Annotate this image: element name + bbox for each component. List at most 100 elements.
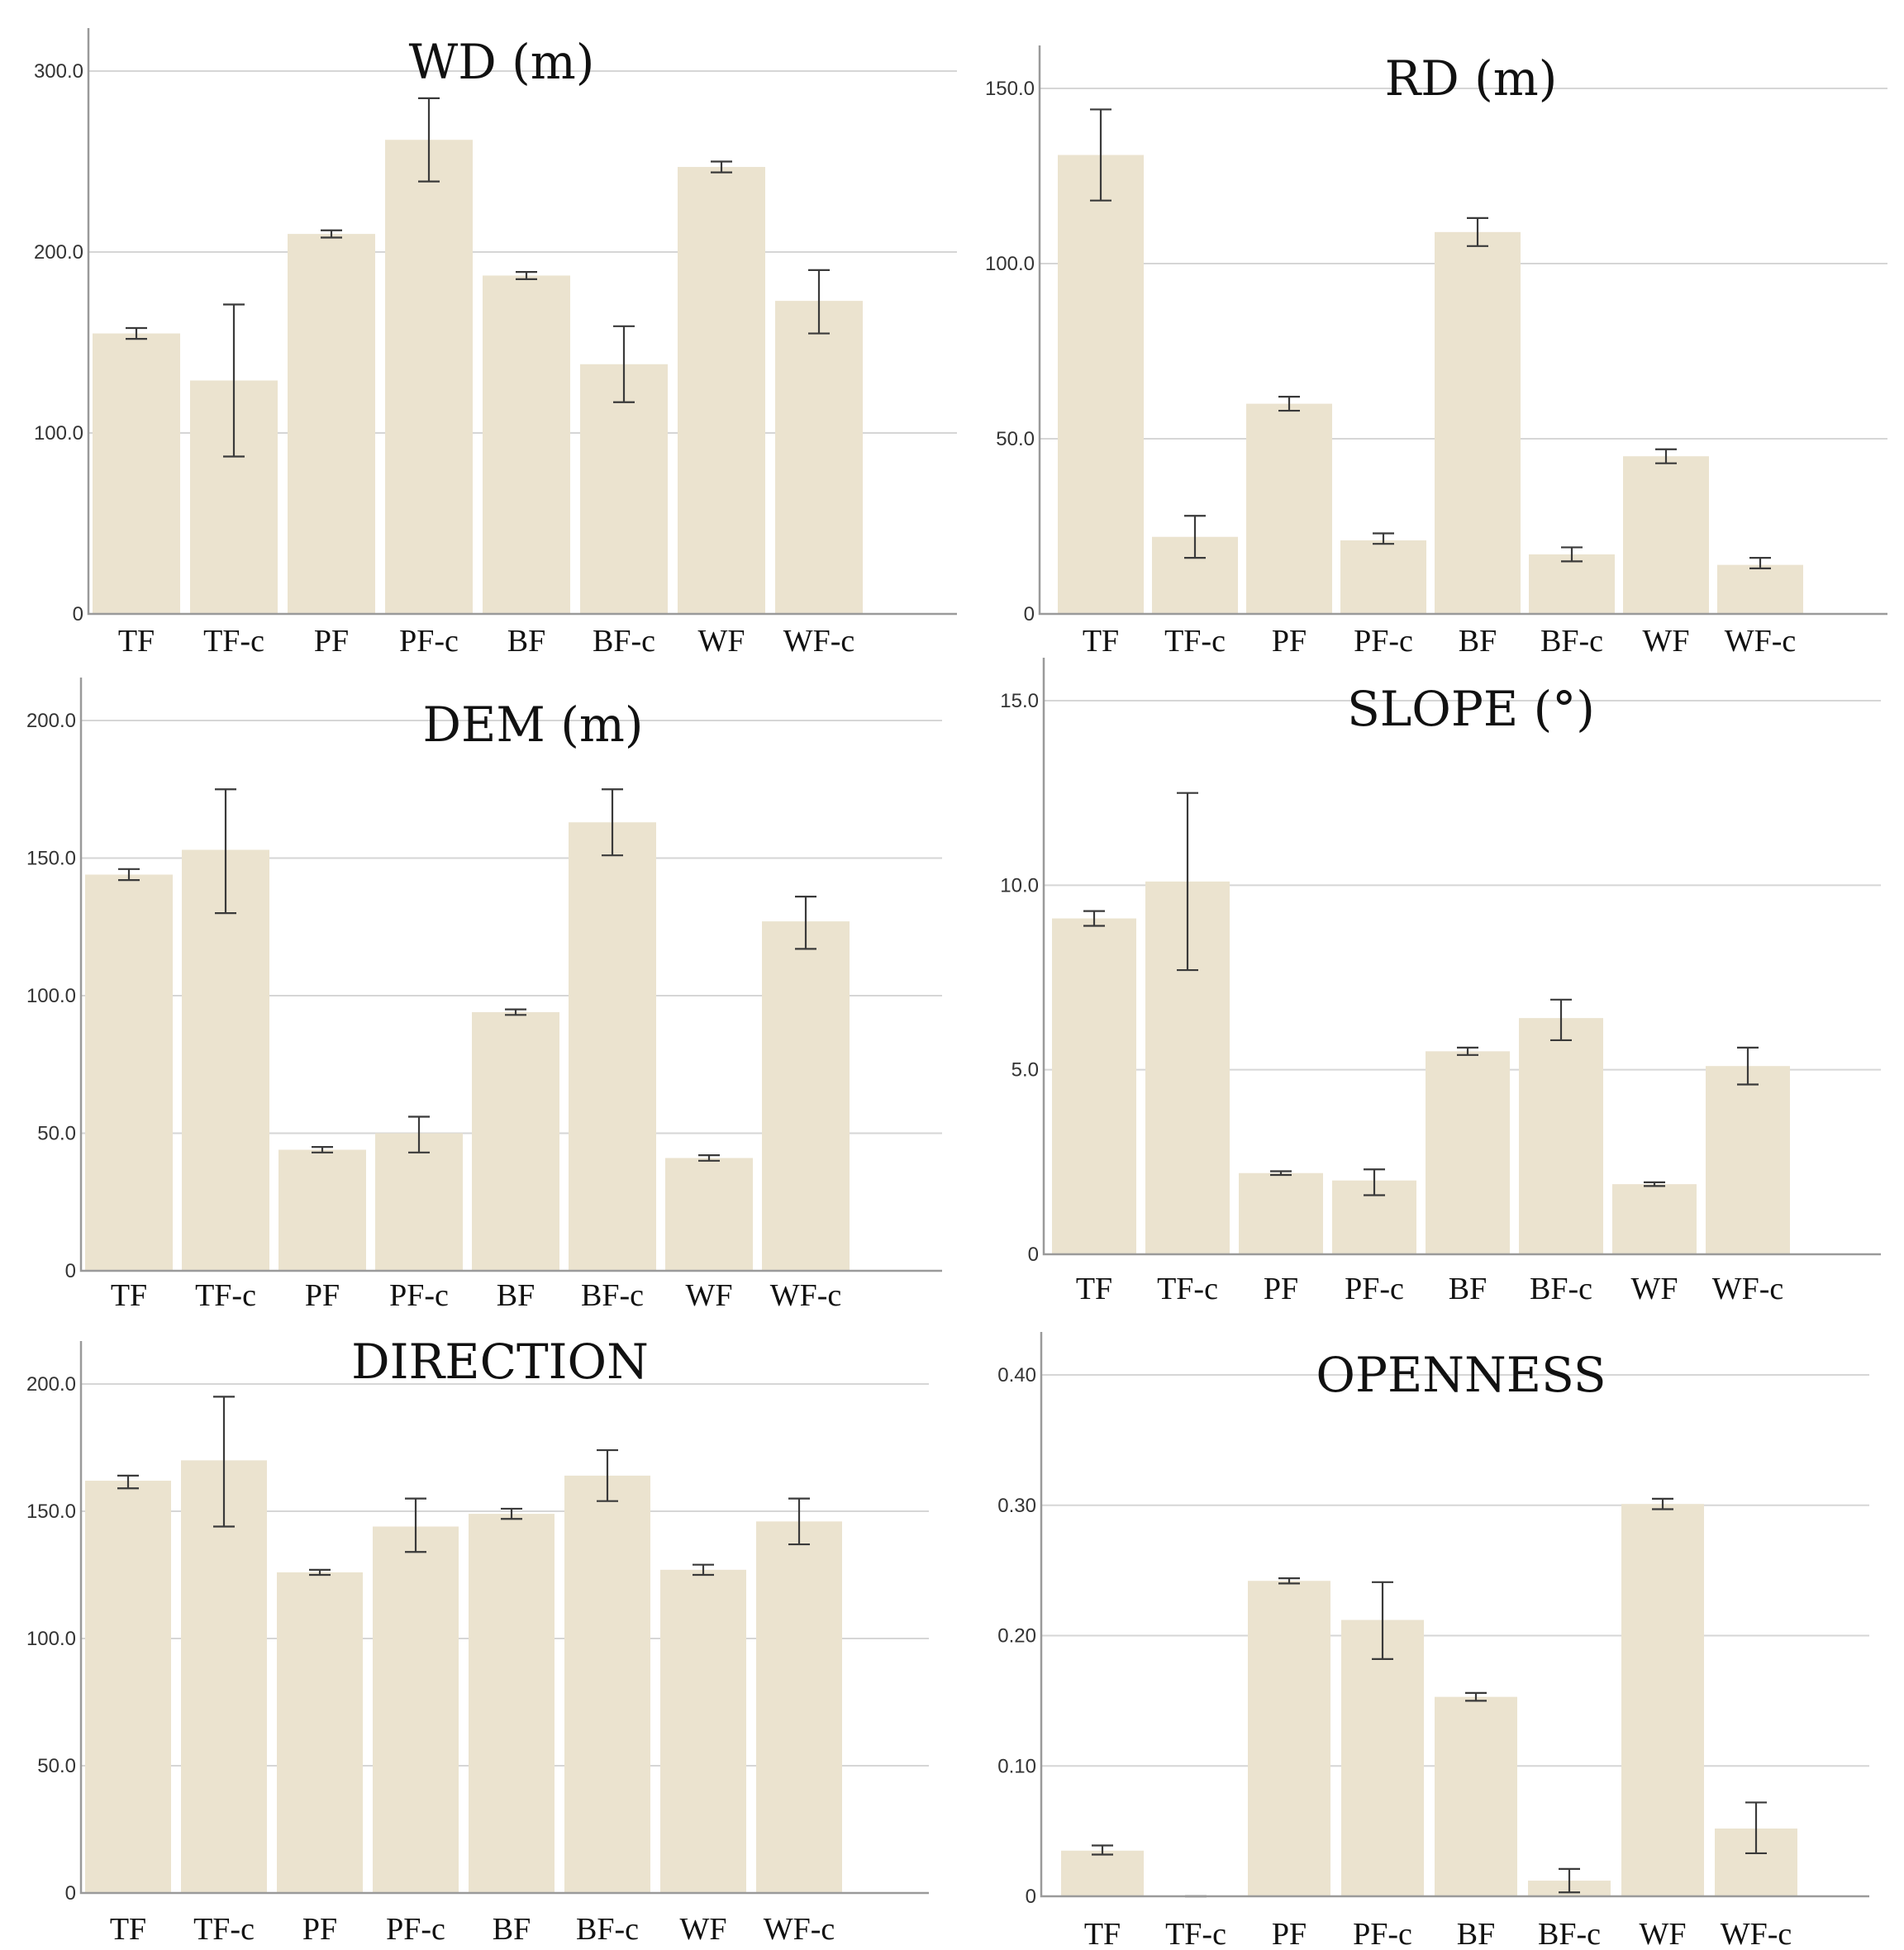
y-tick-label: 0	[65, 1882, 76, 1905]
x-tick-label: PF	[1272, 1917, 1307, 1950]
y-tick-label: 0.10	[997, 1755, 1036, 1777]
bar-pf	[1246, 403, 1332, 614]
error-bar-wf-c	[808, 269, 830, 335]
bar-pf-c	[1340, 540, 1426, 614]
error-bar-pf-c	[1372, 1581, 1393, 1660]
chart-panel-wd: 0 100.0 200.0 300.0 TF TF-c PF PF-c BF BF-c WF WF-c…	[0, 0, 959, 661]
error-bar-bf-c	[602, 788, 623, 857]
bar-bf-c	[1529, 554, 1615, 614]
x-tick-label: WF	[686, 1278, 733, 1313]
bar-bf	[483, 275, 570, 614]
bar-pf	[1248, 1581, 1330, 1896]
error-bar-tf-c	[1177, 792, 1198, 972]
x-tick-label: WF-c	[1721, 1917, 1792, 1950]
x-tick-label: PF	[314, 624, 349, 659]
error-bar-tf	[1090, 108, 1111, 202]
x-tick-label: WF	[1640, 1917, 1687, 1950]
error-bar-pf-c	[1373, 532, 1394, 545]
y-tick-label: 300.0	[34, 60, 83, 83]
chart-dem: 0 50.0 100.0 150.0 200.0 TF TF-c PF PF-c BF BF-c WF…	[26, 678, 942, 1313]
x-tick-label: WF	[680, 1912, 727, 1947]
x-tick-label: TF-c	[1165, 1917, 1226, 1950]
chart-title: RD (m)	[1385, 50, 1558, 107]
bar-bf	[1435, 231, 1521, 614]
bar-bf-c	[564, 1475, 650, 1893]
bar-pf	[288, 234, 375, 614]
y-tick-label: 0	[1024, 603, 1035, 625]
error-bar-bf-c	[597, 1448, 618, 1502]
y-tick-label: 15.0	[1000, 690, 1039, 712]
error-bar-tf	[117, 1474, 139, 1490]
y-tick-label: 100.0	[26, 985, 76, 1007]
x-tick-label: BF-c	[1530, 1272, 1592, 1306]
bar-wf-c	[756, 1521, 842, 1893]
y-tick-label: 200.0	[26, 1373, 76, 1396]
error-bar-tf-c	[223, 303, 245, 458]
bar-tf	[1061, 1850, 1144, 1896]
y-tick-label: 0	[73, 603, 83, 625]
x-tick-label: BF-c	[593, 624, 655, 659]
chart-panel-rd: 0 50.0 100.0 150.0 TF TF-c PF PF-c BF BF-c WF WF-c R…	[959, 0, 1904, 661]
axes	[79, 678, 942, 1272]
bar-wf	[1621, 1504, 1704, 1896]
error-bar-wf	[698, 1154, 720, 1162]
bar-bf	[472, 1011, 559, 1271]
bar-bf-c	[1519, 1018, 1603, 1254]
bar-pf	[277, 1572, 363, 1893]
x-tick-label: TF-c	[1164, 624, 1226, 659]
x-tick-label: PF	[1264, 1272, 1298, 1306]
y-tick-label: 150.0	[26, 1501, 76, 1523]
x-tick-label: BF-c	[1540, 624, 1603, 659]
x-tick-label: BF-c	[1538, 1917, 1601, 1950]
axes	[1042, 658, 1881, 1256]
x-tick-label: TF	[111, 1278, 147, 1313]
chart-direction: 0 50.0 100.0 150.0 200.0 TF TF-c PF PF-c BF BF-c WF…	[26, 1334, 929, 1947]
error-bar-bf	[505, 1008, 526, 1016]
error-bar-bf-c	[1550, 998, 1572, 1042]
error-bar-wf-c	[795, 896, 816, 950]
x-tick-label: BF	[1459, 624, 1497, 659]
error-bar-bf	[516, 270, 537, 280]
error-bar-wf-c	[1737, 1046, 1759, 1086]
error-bar-pf-c	[405, 1497, 426, 1553]
x-tick-label: TF	[118, 624, 155, 659]
y-tick-label: 0	[1028, 1244, 1039, 1266]
error-bar-tf-c	[213, 1396, 235, 1528]
y-tick-label: 200.0	[26, 710, 76, 732]
x-tick-label: TF	[1083, 624, 1119, 659]
bar-wf-c	[1706, 1066, 1790, 1254]
x-tick-label: BF-c	[576, 1912, 639, 1947]
y-tick-label: 5.0	[1011, 1059, 1039, 1082]
bar-pf-c	[385, 140, 473, 615]
chart-rd: 0 50.0 100.0 150.0 TF TF-c PF PF-c BF BF-c WF WF-c R…	[985, 45, 1887, 659]
x-tick-label: WF	[698, 624, 745, 659]
error-bar-pf-c	[1364, 1168, 1385, 1196]
x-tick-label: PF	[1272, 624, 1307, 659]
bar-bf	[1435, 1696, 1517, 1896]
axes	[1038, 45, 1887, 616]
x-tick-label: TF-c	[1157, 1272, 1218, 1306]
x-tick-label: TF	[1084, 1917, 1121, 1950]
bar-pf	[1239, 1172, 1323, 1254]
bar-tf-c	[181, 1460, 267, 1893]
x-tick-label: BF	[507, 624, 545, 659]
bar-pf-c	[373, 1526, 459, 1893]
bar-bf-c	[580, 364, 668, 614]
bar-tf-c	[182, 849, 269, 1271]
chart-panel-dem: 0 50.0 100.0 150.0 200.0 TF TF-c PF PF-c BF BF-c WF…	[0, 661, 959, 1322]
chart-title: DIRECTION	[351, 1334, 649, 1390]
error-bar-bf	[1467, 216, 1488, 247]
bar-tf	[1052, 918, 1136, 1254]
x-tick-label: PF-c	[1354, 624, 1413, 659]
y-tick-label: 100.0	[34, 422, 83, 445]
x-tick-label: BF	[1457, 1917, 1495, 1950]
chart-title: WD (m)	[409, 34, 595, 90]
y-tick-label: 100.0	[985, 253, 1035, 275]
error-bar-pf	[321, 229, 342, 239]
bar-bf-c	[569, 822, 656, 1271]
error-bar-wf	[711, 160, 732, 174]
error-bar-wf-c	[788, 1497, 810, 1546]
x-tick-label: WF-c	[1725, 624, 1797, 659]
error-bar-pf	[1270, 1170, 1292, 1177]
error-bar-tf	[1092, 1844, 1113, 1856]
